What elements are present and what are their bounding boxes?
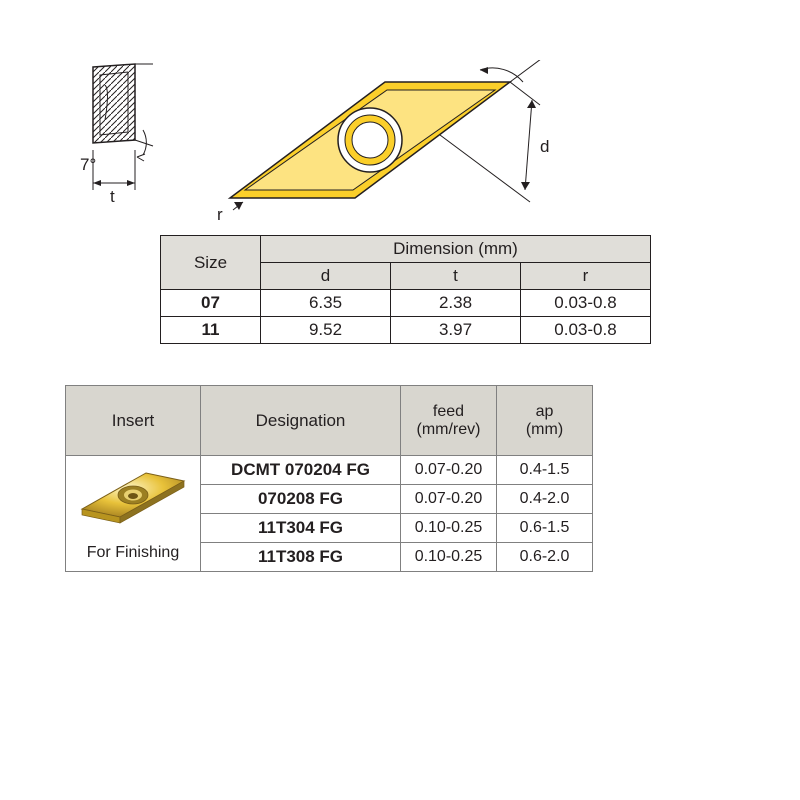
side-angle-label: 7° [80,155,96,174]
side-view-diagram: 7° t [75,60,205,230]
r-cell: 0.03-0.8 [521,317,651,344]
top-r-label: r [217,205,223,224]
ap-cell: 0.6-1.5 [497,514,593,543]
ap-cell: 0.4-1.5 [497,456,593,485]
feed-header: feed (mm/rev) [401,386,497,456]
col-r: r [521,263,651,290]
insert-image-cell: For Finishing [66,456,201,572]
ap-header: ap (mm) [497,386,593,456]
insert-render-icon [78,465,188,529]
col-t: t [391,263,521,290]
top-view-diagram: 55° d r [205,60,575,230]
dimension-header: Dimension (mm) [261,236,651,263]
table-row: 11 9.52 3.97 0.03-0.8 [161,317,651,344]
top-d-label: d [540,137,549,156]
t-cell: 2.38 [391,290,521,317]
insert-table: Insert Designation feed (mm/rev) ap (mm) [65,385,593,572]
d-cell: 9.52 [261,317,391,344]
r-cell: 0.03-0.8 [521,290,651,317]
table-row: For Finishing DCMT 070204 FG 0.07-0.20 0… [66,456,593,485]
insert-header: Insert [66,386,201,456]
top-angle-label: 55° [503,60,529,64]
designation-cell: 11T304 FG [201,514,401,543]
dimension-table: Size Dimension (mm) d t r 07 6.35 2.38 0… [160,235,651,344]
feed-cell: 0.07-0.20 [401,456,497,485]
size-cell: 07 [161,290,261,317]
d-cell: 6.35 [261,290,391,317]
designation-cell: DCMT 070204 FG [201,456,401,485]
col-d: d [261,263,391,290]
size-cell: 11 [161,317,261,344]
table-row: 07 6.35 2.38 0.03-0.8 [161,290,651,317]
feed-cell: 0.10-0.25 [401,514,497,543]
t-cell: 3.97 [391,317,521,344]
size-header: Size [161,236,261,290]
finishing-label: For Finishing [72,540,194,562]
designation-cell: 11T308 FG [201,543,401,572]
ap-cell: 0.6-2.0 [497,543,593,572]
designation-cell: 070208 FG [201,485,401,514]
designation-header: Designation [201,386,401,456]
side-t-label: t [110,187,115,206]
ap-cell: 0.4-2.0 [497,485,593,514]
feed-cell: 0.10-0.25 [401,543,497,572]
technical-diagrams: 7° t 55° d r [75,60,575,230]
feed-cell: 0.07-0.20 [401,485,497,514]
